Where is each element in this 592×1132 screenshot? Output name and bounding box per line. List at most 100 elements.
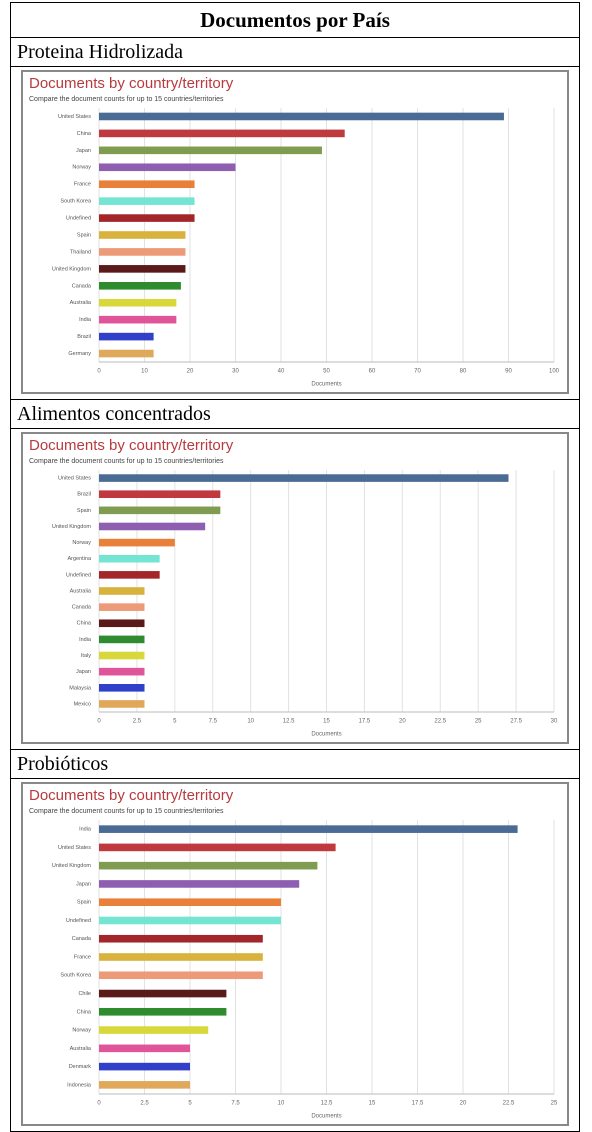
bar [99, 603, 145, 611]
bar [99, 506, 221, 515]
bar [99, 554, 160, 563]
bar [99, 700, 145, 708]
chart-title: Documents by country/territory [29, 787, 234, 804]
category-label: Indonesia [67, 1082, 92, 1088]
bar [99, 282, 181, 290]
category-label: Undefined [66, 918, 91, 924]
bar [99, 112, 504, 121]
category-label: China [77, 1009, 92, 1015]
category-label: Germany [68, 351, 91, 357]
category-label: Japan [76, 669, 91, 675]
category-label: Australia [70, 588, 92, 594]
category-label: United States [58, 845, 91, 851]
bar [99, 146, 322, 155]
bar [99, 315, 177, 324]
bar [99, 332, 154, 341]
section-label: Probióticos [10, 749, 580, 779]
bar [99, 538, 175, 547]
x-axis-label: Documents [311, 382, 341, 388]
category-label: Undefined [66, 216, 91, 222]
bar [99, 298, 177, 307]
bar [99, 843, 336, 852]
bar [99, 651, 145, 660]
category-label: Australia [70, 1046, 92, 1052]
bar [99, 1026, 209, 1034]
bar [99, 880, 300, 888]
bar [99, 989, 227, 998]
bar [99, 1062, 190, 1071]
x-tick-label: 25 [551, 1101, 558, 1107]
x-tick-label: 15 [323, 719, 330, 725]
table-title: Documentos por País [10, 2, 580, 38]
x-tick-label: 27.5 [510, 719, 522, 725]
category-label: India [79, 637, 92, 643]
bar [99, 1008, 227, 1016]
x-tick-label: 15 [369, 1101, 376, 1107]
category-label: Brazil [77, 334, 91, 340]
category-label: Norway [72, 1028, 91, 1034]
x-tick-label: 90 [505, 369, 512, 375]
category-label: China [77, 131, 92, 137]
x-tick-label: 17.5 [359, 719, 371, 725]
bar [99, 953, 263, 961]
category-label: Japan [76, 881, 91, 887]
chart: Documents by country/territory Compare th… [21, 782, 569, 1126]
x-tick-label: 0 [97, 369, 101, 375]
category-label: France [74, 954, 91, 960]
section-label: Alimentos concentrados [10, 399, 580, 429]
x-tick-label: 10 [247, 719, 254, 725]
document-table: Documentos por País Proteina Hidrolizada… [10, 2, 580, 1132]
category-label: Chile [78, 991, 91, 997]
x-tick-label: 2.5 [140, 1101, 149, 1107]
x-axis-label: Documents [311, 732, 341, 738]
category-label: Canada [72, 283, 92, 289]
chart-title: Documents by country/territory [29, 437, 234, 454]
section-label: Proteina Hidrolizada [10, 37, 580, 67]
bar [99, 825, 518, 833]
category-label: United States [58, 114, 91, 120]
category-label: South Korea [60, 199, 92, 205]
x-tick-label: 0 [97, 719, 101, 725]
bar [99, 1044, 190, 1053]
category-label: United Kingdom [52, 266, 92, 272]
category-label: India [79, 827, 92, 833]
bar [99, 898, 281, 906]
category-label: Argentina [67, 556, 91, 562]
chart: Documents by country/territory Compare th… [21, 70, 569, 394]
category-label: Spain [77, 232, 91, 238]
bar [99, 163, 236, 172]
category-label: Denmark [69, 1064, 92, 1070]
x-tick-label: 40 [278, 369, 285, 375]
bar [99, 265, 186, 273]
chart-subtitle: Compare the document counts for up to 15… [29, 458, 224, 465]
bar [99, 684, 145, 692]
bar [99, 129, 345, 138]
x-tick-label: 0 [97, 1101, 101, 1107]
x-tick-label: 7.5 [231, 1101, 240, 1107]
x-tick-label: 22.5 [434, 719, 446, 725]
category-label: Japan [76, 148, 91, 154]
x-tick-label: 100 [549, 369, 560, 375]
chart-title: Documents by country/territory [29, 75, 234, 92]
bar [99, 619, 145, 628]
category-label: Norway [72, 165, 91, 171]
chart: Documents by country/territory Compare th… [21, 432, 569, 744]
category-label: United Kingdom [52, 863, 92, 869]
bar [99, 587, 145, 595]
category-label: Italy [81, 653, 91, 659]
category-label: Thailand [70, 249, 91, 255]
category-label: Canada [72, 605, 92, 611]
x-tick-label: 70 [414, 369, 421, 375]
bar [99, 248, 186, 256]
bar [99, 861, 318, 870]
x-tick-label: 10 [278, 1101, 285, 1107]
x-tick-label: 30 [551, 719, 558, 725]
x-tick-label: 5 [173, 719, 177, 725]
category-label: Malaysia [69, 685, 92, 691]
x-tick-label: 17.5 [412, 1101, 424, 1107]
x-axis-label: Documents [311, 1114, 341, 1120]
x-tick-label: 10 [141, 369, 148, 375]
category-label: India [79, 317, 92, 323]
bar [99, 231, 186, 239]
